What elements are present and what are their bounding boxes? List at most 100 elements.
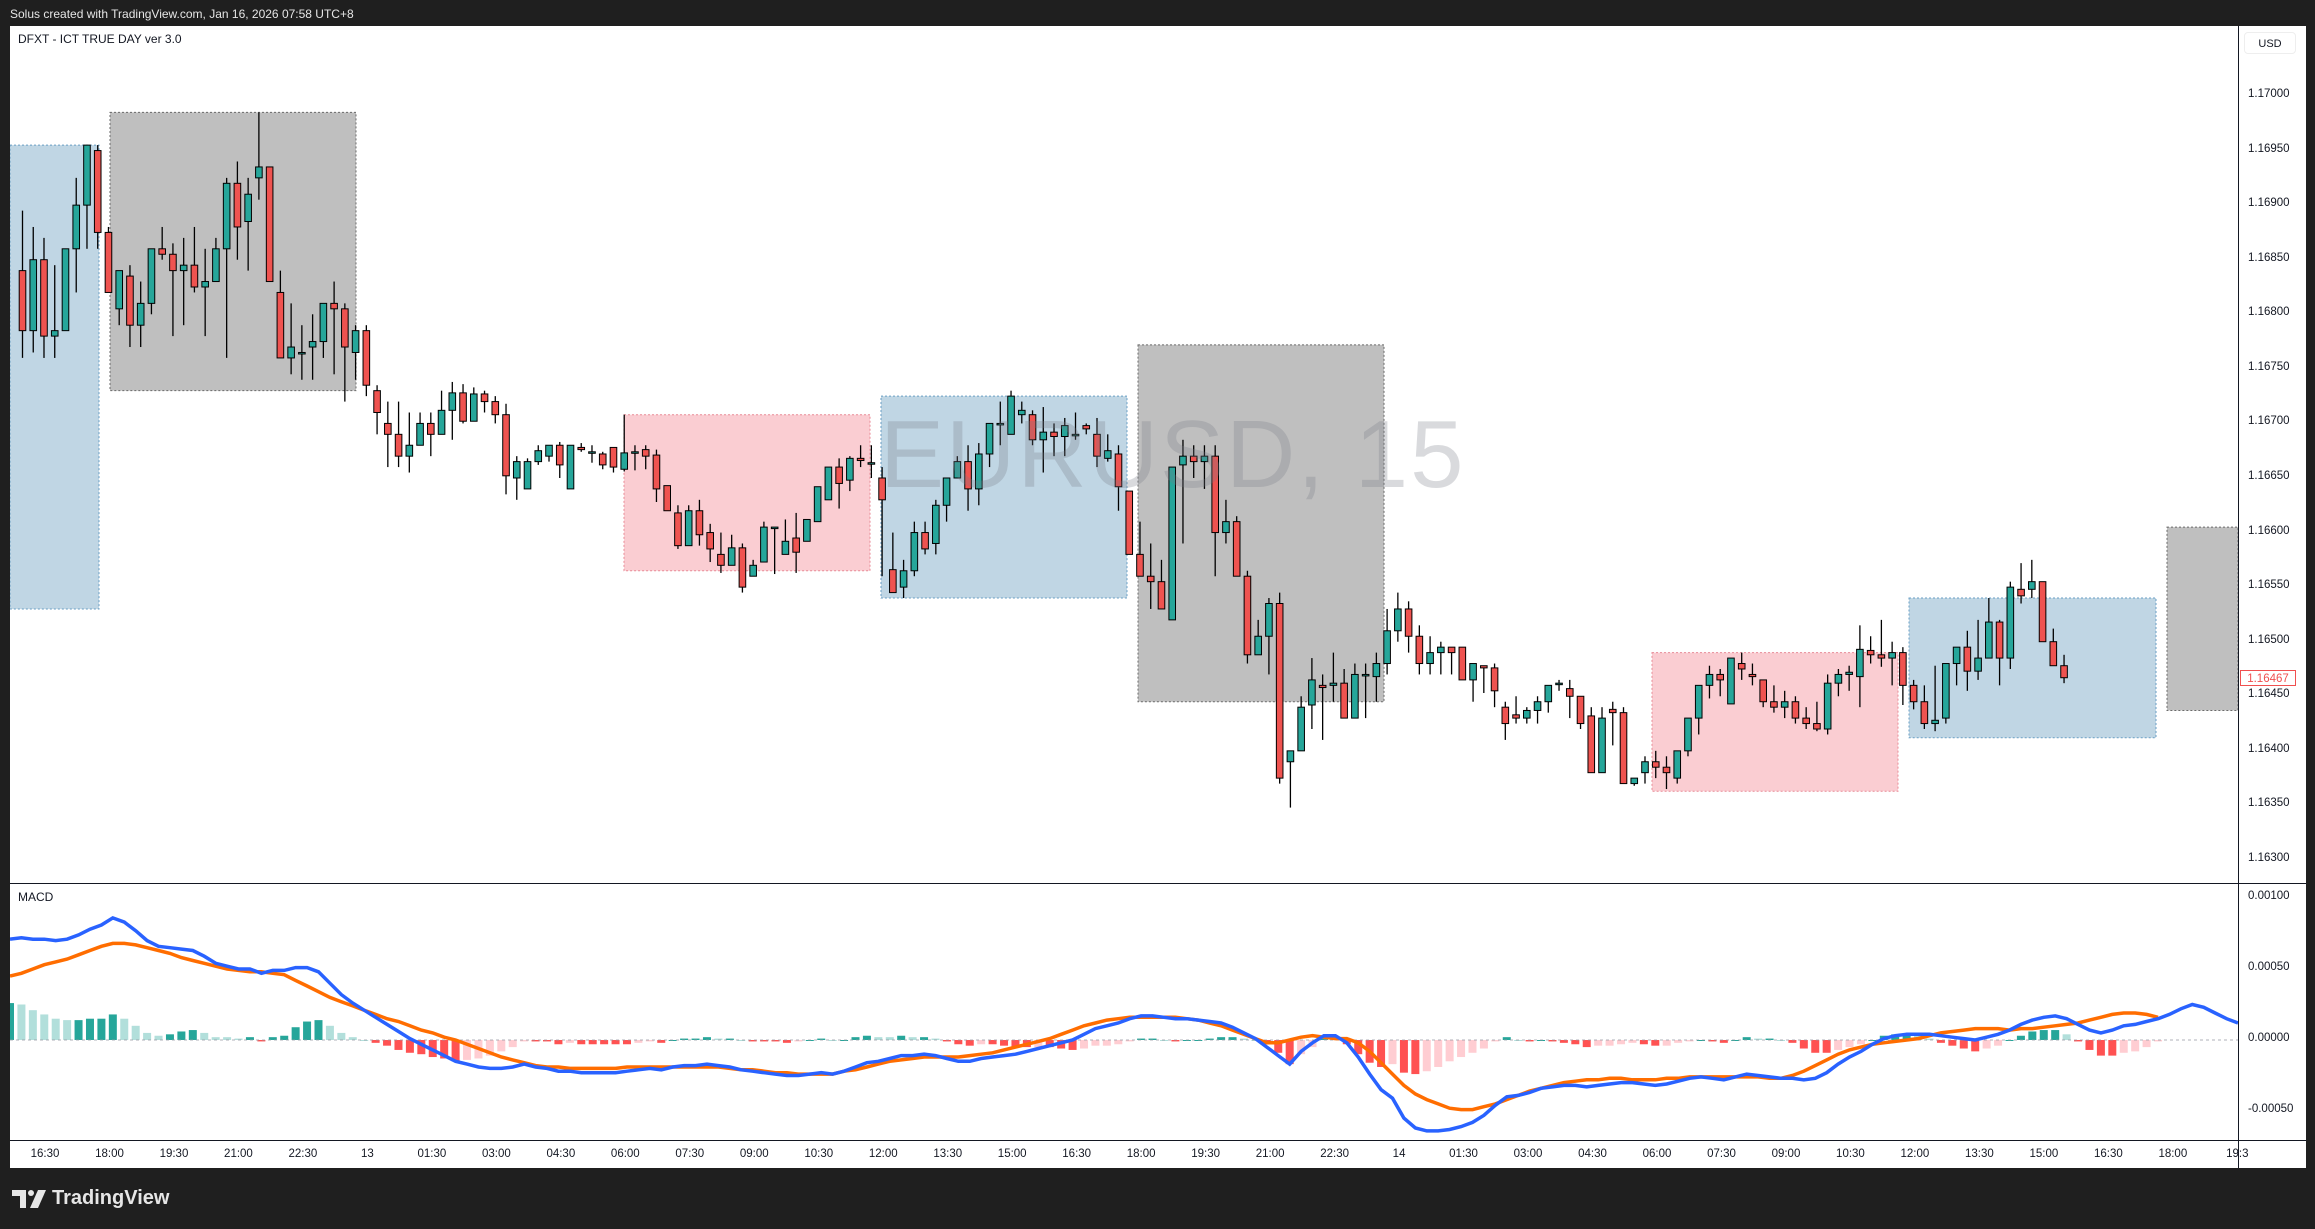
candle[interactable] xyxy=(1533,696,1542,724)
candle[interactable] xyxy=(1318,674,1327,740)
candle[interactable] xyxy=(147,248,156,315)
candle[interactable] xyxy=(29,226,38,353)
tradingview-logo[interactable]: TradingView xyxy=(12,1187,169,1210)
candle[interactable] xyxy=(1232,516,1241,577)
candle[interactable] xyxy=(1394,592,1402,642)
candle[interactable] xyxy=(1985,598,1993,659)
candle[interactable] xyxy=(244,177,252,271)
candle[interactable] xyxy=(1651,750,1660,779)
candle[interactable] xyxy=(212,237,220,283)
candle[interactable] xyxy=(1565,679,1574,719)
candle[interactable] xyxy=(1028,410,1037,446)
candle[interactable] xyxy=(61,248,70,332)
candle[interactable] xyxy=(631,445,639,471)
candle[interactable] xyxy=(932,499,940,555)
candle[interactable] xyxy=(1050,423,1058,457)
candle[interactable] xyxy=(394,401,403,468)
candle[interactable] xyxy=(1587,707,1596,774)
candle[interactable] xyxy=(1931,665,1939,732)
candle[interactable] xyxy=(2038,581,2047,643)
candle[interactable] xyxy=(792,512,800,573)
candle[interactable] xyxy=(2049,628,2058,667)
candle[interactable] xyxy=(1308,658,1316,730)
candle[interactable] xyxy=(1469,663,1477,702)
candle[interactable] xyxy=(717,532,725,573)
candle[interactable] xyxy=(1189,445,1198,478)
session-box-blue[interactable] xyxy=(10,144,100,610)
candle[interactable] xyxy=(641,445,650,470)
candle[interactable] xyxy=(502,403,510,495)
candle[interactable] xyxy=(2028,559,2036,599)
candle[interactable] xyxy=(652,449,661,503)
candle[interactable] xyxy=(835,458,843,509)
candle[interactable] xyxy=(996,401,1005,446)
candle[interactable] xyxy=(534,445,543,465)
candle[interactable] xyxy=(1275,592,1284,784)
candle[interactable] xyxy=(856,445,865,468)
session-box-gray[interactable] xyxy=(109,111,357,392)
candle[interactable] xyxy=(910,521,919,577)
candle[interactable] xyxy=(1888,641,1896,686)
candle[interactable] xyxy=(1329,652,1338,702)
candle[interactable] xyxy=(1039,407,1048,473)
candle[interactable] xyxy=(1823,674,1832,735)
price-axis[interactable] xyxy=(2238,26,2307,1168)
candle[interactable] xyxy=(1544,684,1553,713)
candle[interactable] xyxy=(319,302,328,358)
candle[interactable] xyxy=(469,387,478,422)
candle[interactable] xyxy=(405,412,414,473)
candle[interactable] xyxy=(598,451,607,470)
candle[interactable] xyxy=(1093,417,1101,468)
candle[interactable] xyxy=(72,177,81,293)
candle[interactable] xyxy=(803,518,811,542)
candle[interactable] xyxy=(480,390,489,413)
candle[interactable] xyxy=(921,521,929,555)
candle[interactable] xyxy=(1125,490,1134,555)
candle[interactable] xyxy=(1082,423,1091,435)
candle[interactable] xyxy=(115,270,124,326)
candle[interactable] xyxy=(1480,665,1488,693)
candle[interactable] xyxy=(1630,777,1639,786)
macd-pane[interactable] xyxy=(10,884,2238,1140)
candle[interactable] xyxy=(1383,608,1391,675)
candle[interactable] xyxy=(1877,619,1886,667)
candle[interactable] xyxy=(964,445,972,511)
candle[interactable] xyxy=(1834,668,1843,697)
candle[interactable] xyxy=(1856,625,1864,708)
candle[interactable] xyxy=(523,458,532,490)
candle[interactable] xyxy=(1501,701,1510,740)
candle[interactable] xyxy=(83,144,91,249)
candle[interactable] xyxy=(813,486,822,523)
candle[interactable] xyxy=(1802,707,1810,730)
session-box-blue[interactable] xyxy=(1908,597,2157,739)
candle[interactable] xyxy=(1211,445,1219,577)
candle[interactable] xyxy=(330,281,338,375)
candle[interactable] xyxy=(1286,750,1295,808)
candle[interactable] xyxy=(1060,417,1069,457)
candle[interactable] xyxy=(2017,563,2025,604)
candle[interactable] xyxy=(276,270,285,359)
candle[interactable] xyxy=(362,325,371,397)
candle[interactable] xyxy=(1523,707,1531,724)
candle[interactable] xyxy=(1458,646,1467,681)
candle[interactable] xyxy=(1748,663,1757,686)
candle[interactable] xyxy=(1952,646,1961,686)
candle[interactable] xyxy=(1555,679,1563,691)
candle[interactable] xyxy=(1146,543,1155,609)
candle[interactable] xyxy=(158,226,166,260)
candle[interactable] xyxy=(1168,466,1177,621)
candle[interactable] xyxy=(1340,668,1348,719)
candle[interactable] xyxy=(620,414,629,472)
candle[interactable] xyxy=(1705,665,1714,699)
candle[interactable] xyxy=(1351,663,1359,719)
candle[interactable] xyxy=(1415,625,1424,675)
pane-divider[interactable] xyxy=(10,883,2306,884)
candle[interactable] xyxy=(953,456,962,479)
candle[interactable] xyxy=(1297,696,1305,752)
candle[interactable] xyxy=(706,523,714,563)
candle[interactable] xyxy=(1243,570,1252,664)
candle[interactable] xyxy=(1995,619,2004,686)
candle[interactable] xyxy=(233,161,242,260)
currency-label[interactable]: USD xyxy=(2244,32,2296,54)
candle[interactable] xyxy=(437,390,446,435)
